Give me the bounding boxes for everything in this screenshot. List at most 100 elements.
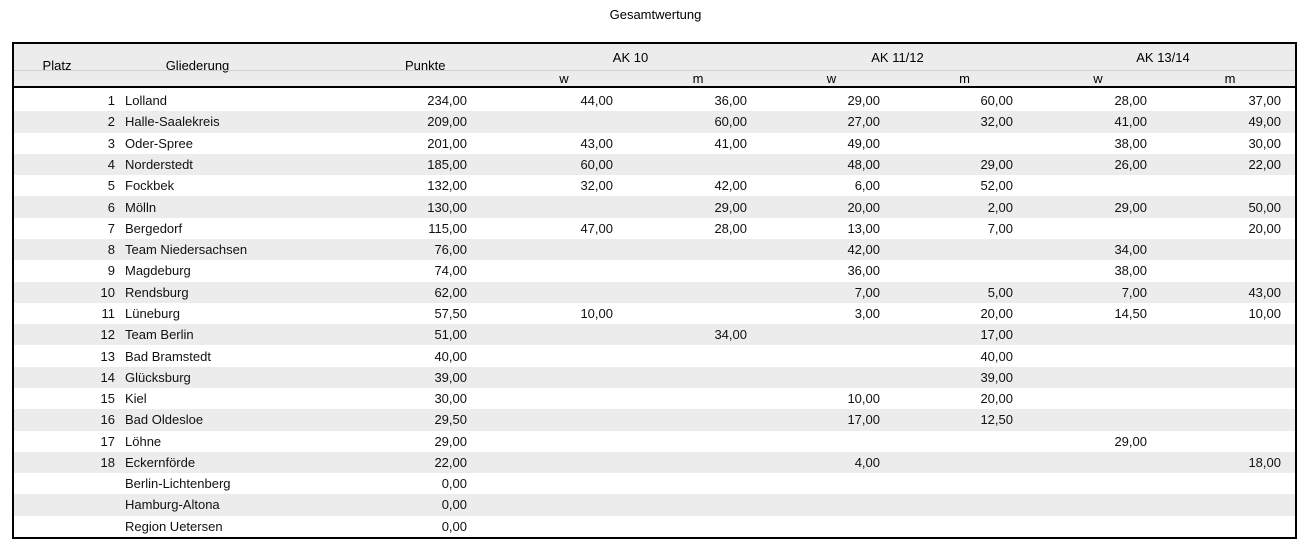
cell-punkte: 57,50 <box>434 305 467 321</box>
column-header-gliederung: Gliederung <box>165 58 230 73</box>
cell-gliederung: Hamburg-Altona <box>125 497 220 513</box>
column-header-punkte: Punkte <box>405 58 446 73</box>
cell-ak13-14-w: 29,00 <box>1114 199 1147 215</box>
table-body: 1 Lolland 234,00 44,00 36,00 29,00 60,00… <box>14 90 1295 537</box>
cell-ak13-14-w: 28,00 <box>1114 93 1147 109</box>
cell-ak10-m: 36,00 <box>714 93 747 109</box>
cell-platz: 15 <box>100 391 115 407</box>
cell-ak13-14-m: 18,00 <box>1248 454 1281 470</box>
cell-ak13-14-m: 22,00 <box>1248 156 1281 172</box>
cell-punkte: 39,00 <box>434 369 467 385</box>
table-row: 11 Lüneburg 57,50 10,00 3,00 20,00 14,50… <box>14 302 1295 325</box>
cell-gliederung: Rendsburg <box>125 284 189 300</box>
subheader-ak10-w: w <box>559 71 569 86</box>
cell-ak13-14-m: 20,00 <box>1248 220 1281 236</box>
cell-gliederung: Glücksburg <box>125 369 191 385</box>
cell-gliederung: Bad Bramstedt <box>125 348 211 364</box>
cell-gliederung: Region Uetersen <box>125 518 223 534</box>
cell-gliederung: Bad Oldesloe <box>125 412 204 428</box>
cell-ak11-12-w: 4,00 <box>854 454 880 470</box>
cell-punkte: 30,00 <box>434 391 467 407</box>
table-row: Berlin-Lichtenberg 0,00 <box>14 473 1295 495</box>
column-header-platz: Platz <box>42 58 72 73</box>
cell-ak11-12-w: 42,00 <box>847 242 880 258</box>
table-row: 1 Lolland 234,00 44,00 36,00 29,00 60,00… <box>14 90 1295 112</box>
cell-gliederung: Team Niedersachsen <box>125 242 248 258</box>
table-row: 12 Team Berlin 51,00 34,00 17,00 <box>14 324 1295 346</box>
cell-punkte: 76,00 <box>434 242 467 258</box>
cell-platz: 7 <box>107 220 115 236</box>
cell-punkte: 51,00 <box>434 327 467 343</box>
cell-punkte: 0,00 <box>441 476 467 492</box>
cell-gliederung: Norderstedt <box>125 156 193 172</box>
subheader-ak11-12-m: m <box>959 71 970 86</box>
cell-ak10-w: 10,00 <box>580 305 613 321</box>
cell-gliederung: Fockbek <box>125 178 175 194</box>
table-row: 9 Magdeburg 74,00 36,00 38,00 <box>14 260 1295 282</box>
cell-platz: 5 <box>107 178 115 194</box>
cell-platz: 2 <box>107 114 115 130</box>
cell-platz: 3 <box>107 135 115 151</box>
table-row: 17 Löhne 29,00 29,00 <box>14 430 1295 452</box>
results-table: Platz Gliederung Punkte AK 10 AK 11/12 A… <box>12 42 1297 539</box>
cell-ak11-12-m: 60,00 <box>980 93 1013 109</box>
cell-ak11-12-w: 27,00 <box>847 114 880 130</box>
cell-gliederung: Mölln <box>125 199 157 215</box>
cell-ak10-w: 60,00 <box>580 156 613 172</box>
cell-punkte: 185,00 <box>427 156 467 172</box>
cell-ak11-12-m: 12,50 <box>980 412 1013 428</box>
cell-platz: 18 <box>100 454 115 470</box>
cell-ak11-12-m: 40,00 <box>980 348 1013 364</box>
cell-gliederung: Löhne <box>125 433 162 449</box>
subheader-ak13-14-m: m <box>1224 71 1236 86</box>
cell-ak11-12-m: 5,00 <box>987 284 1013 300</box>
cell-ak11-12-w: 48,00 <box>847 156 880 172</box>
cell-ak13-14-w: 38,00 <box>1114 135 1147 151</box>
cell-ak13-14-w: 26,00 <box>1114 156 1147 172</box>
cell-ak13-14-w: 38,00 <box>1114 263 1147 279</box>
cell-ak11-12-m: 20,00 <box>980 305 1013 321</box>
subheader-row: w m w m w m <box>497 71 1295 88</box>
table-row: Region Uetersen 0,00 <box>14 515 1295 537</box>
table-row: 18 Eckernförde 22,00 4,00 18,00 <box>14 451 1295 474</box>
cell-platz: 17 <box>100 433 115 449</box>
cell-gliederung: Team Berlin <box>125 327 194 343</box>
table-row: 16 Bad Oldesloe 29,50 17,00 12,50 <box>14 409 1295 431</box>
column-group-ak13-14: AK 13/14 <box>1136 50 1190 65</box>
cell-punkte: 40,00 <box>434 348 467 364</box>
cell-ak13-14-m: 43,00 <box>1248 284 1281 300</box>
cell-punkte: 74,00 <box>434 263 467 279</box>
table-row: 6 Mölln 130,00 29,00 20,00 2,00 29,00 50… <box>14 196 1295 218</box>
cell-platz: 13 <box>100 348 115 364</box>
page-title: Gesamtwertung <box>609 7 702 22</box>
cell-ak13-14-w: 7,00 <box>1121 284 1147 300</box>
cell-ak11-12-w: 3,00 <box>854 305 880 321</box>
cell-ak11-12-w: 49,00 <box>847 135 880 151</box>
cell-ak11-12-m: 52,00 <box>980 178 1013 194</box>
table-row: Hamburg-Altona 0,00 <box>14 494 1295 516</box>
table-row: 15 Kiel 30,00 10,00 20,00 <box>14 387 1295 410</box>
cell-gliederung: Oder-Spree <box>125 135 193 151</box>
cell-punkte: 234,00 <box>427 93 467 109</box>
header-divider-line <box>14 70 1295 71</box>
cell-gliederung: Lüneburg <box>125 305 180 321</box>
table-row: 7 Bergedorf 115,00 47,00 28,00 13,00 7,0… <box>14 217 1295 239</box>
cell-ak10-m: 34,00 <box>714 327 747 343</box>
cell-gliederung: Bergedorf <box>125 220 183 236</box>
cell-ak11-12-w: 29,00 <box>847 93 880 109</box>
cell-gliederung: Lolland <box>125 93 167 109</box>
table-row: 5 Fockbek 132,00 32,00 42,00 6,00 52,00 <box>14 175 1295 197</box>
table-row: 3 Oder-Spree 201,00 43,00 41,00 49,00 38… <box>14 132 1295 154</box>
cell-ak13-14-m: 49,00 <box>1248 114 1281 130</box>
cell-ak11-12-m: 17,00 <box>980 327 1013 343</box>
cell-ak11-12-w: 36,00 <box>847 263 880 279</box>
subheader-ak10-m: m <box>692 71 704 86</box>
subheader-ak11-12-w: w <box>826 71 837 86</box>
cell-platz: 11 <box>101 305 116 321</box>
cell-punkte: 132,00 <box>427 178 467 194</box>
cell-ak11-12-m: 39,00 <box>980 369 1013 385</box>
table-row: 8 Team Niedersachsen 76,00 42,00 34,00 <box>14 238 1295 261</box>
cell-punkte: 130,00 <box>427 199 467 215</box>
cell-ak10-w: 47,00 <box>580 220 613 236</box>
